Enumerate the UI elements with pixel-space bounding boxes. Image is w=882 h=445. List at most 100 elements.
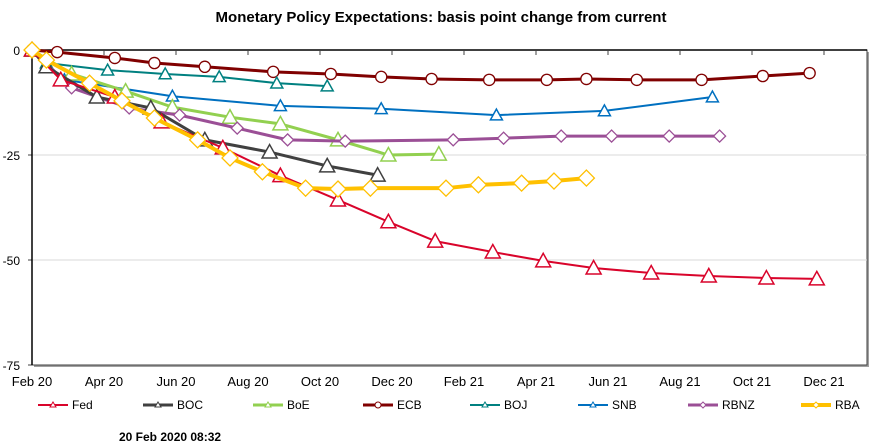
data-point-rba — [437, 179, 455, 198]
legend-item-snb: SNB — [578, 397, 637, 413]
legend-swatch — [801, 401, 831, 409]
x-tick-label: Aug 21 — [659, 374, 700, 389]
y-tick-label: -75 — [3, 359, 21, 373]
data-point-rba — [37, 51, 56, 69]
data-point-boj — [319, 78, 335, 92]
data-point-rba — [577, 169, 596, 188]
data-point-rba — [113, 91, 131, 110]
x-tick-label: Feb 20 — [12, 374, 52, 389]
data-point-rbnz — [230, 121, 245, 136]
data-point-rba — [296, 179, 315, 198]
data-point-rba — [512, 174, 531, 193]
y-tick-label: 0 — [13, 44, 20, 58]
data-point-boe — [430, 145, 448, 161]
data-point-rba — [469, 175, 488, 194]
x-tick-label: Oct 21 — [733, 374, 771, 389]
data-point-ecb — [148, 56, 161, 70]
data-point-rba — [145, 109, 164, 127]
data-point-rbnz — [662, 129, 677, 144]
data-point-boj — [211, 69, 227, 83]
data-point-rbnz — [496, 131, 511, 146]
x-tick-label: Dec 21 — [803, 374, 844, 389]
data-point-ecb — [630, 73, 644, 87]
x-tick-label: Jun 21 — [588, 374, 627, 389]
legend-item-rba: RBA — [801, 397, 860, 413]
x-tick-label: Aug 20 — [227, 374, 268, 389]
data-point-fed — [52, 70, 70, 87]
data-point-snb — [489, 107, 504, 121]
data-point-rbnz — [604, 129, 619, 144]
data-point-fed — [584, 258, 603, 275]
x-tick-label: Jun 20 — [156, 374, 195, 389]
legend-label: BoE — [287, 398, 310, 412]
legend-item-fed: Fed — [38, 397, 93, 413]
data-point-fed — [484, 242, 502, 259]
series-line-boc — [30, 49, 378, 177]
data-point-boj — [269, 75, 285, 89]
legend-swatch — [38, 401, 68, 408]
data-point-fed — [808, 269, 826, 286]
chart-title: Monetary Policy Expectations: basis poin… — [215, 9, 667, 26]
data-point-rba — [329, 180, 347, 198]
data-point-boc — [260, 143, 279, 159]
data-point-rba — [80, 74, 99, 93]
plot-area — [31, 49, 868, 366]
data-point-rba — [221, 149, 239, 167]
legend-label: RBNZ — [722, 398, 755, 412]
data-point-fed — [642, 263, 660, 280]
data-point-boc — [88, 87, 106, 104]
data-point-boj — [157, 66, 173, 80]
legend-label: SNB — [612, 398, 637, 412]
data-point-snb — [597, 103, 612, 117]
x-tick-label: Oct 20 — [301, 374, 339, 389]
data-point-ecb — [374, 70, 388, 84]
data-point-rba — [188, 130, 207, 149]
y-tick-label: -50 — [3, 254, 21, 268]
data-point-fed — [426, 232, 444, 248]
data-point-boe — [379, 145, 398, 162]
legend-swatch — [578, 401, 608, 408]
legend-label: BOJ — [504, 398, 528, 412]
data-point-ecb — [695, 73, 708, 87]
data-point-ecb — [540, 73, 554, 87]
timestamp: 20 Feb 2020 08:32 — [119, 430, 222, 444]
legend-swatch — [688, 401, 718, 409]
legend-swatch — [253, 401, 283, 408]
legend-swatch — [363, 401, 393, 409]
data-point-ecb — [756, 69, 770, 83]
data-point-boc — [368, 166, 387, 182]
data-point-ecb — [324, 67, 338, 81]
legend-swatch — [143, 401, 173, 408]
data-point-boe — [221, 108, 239, 124]
data-point-ecb — [803, 66, 816, 80]
data-point-fed — [379, 212, 398, 229]
x-tick-label: Apr 20 — [85, 374, 123, 389]
data-point-boj — [100, 62, 115, 76]
x-tick-label: Feb 21 — [444, 374, 484, 389]
data-point-rba — [545, 172, 563, 190]
data-point-ecb — [266, 65, 280, 79]
legend-item-rbnz: RBNZ — [688, 397, 755, 413]
series-line-ecb — [31, 48, 810, 82]
legend-label: ECB — [397, 398, 422, 412]
data-point-rbnz — [338, 134, 353, 149]
data-point-boe — [271, 114, 290, 131]
data-point-rbnz — [554, 129, 569, 144]
data-point-boc — [318, 156, 336, 173]
legend-item-boj: BOJ — [470, 397, 527, 413]
data-point-ecb — [108, 51, 122, 65]
x-tick-label: Apr 21 — [517, 374, 555, 389]
data-point-ecb — [580, 72, 593, 86]
data-point-fed — [534, 251, 552, 268]
legend-label: BOC — [177, 398, 204, 412]
data-point-snb — [273, 98, 288, 112]
data-point-ecb — [482, 73, 496, 87]
data-point-rba — [23, 41, 41, 59]
y-tick-label: -25 — [3, 149, 21, 163]
data-point-rbnz — [446, 132, 461, 147]
legend-swatch — [470, 401, 500, 408]
data-point-rba — [361, 179, 380, 198]
data-point-ecb — [50, 45, 64, 59]
legend-item-boc: BOC — [143, 397, 203, 413]
